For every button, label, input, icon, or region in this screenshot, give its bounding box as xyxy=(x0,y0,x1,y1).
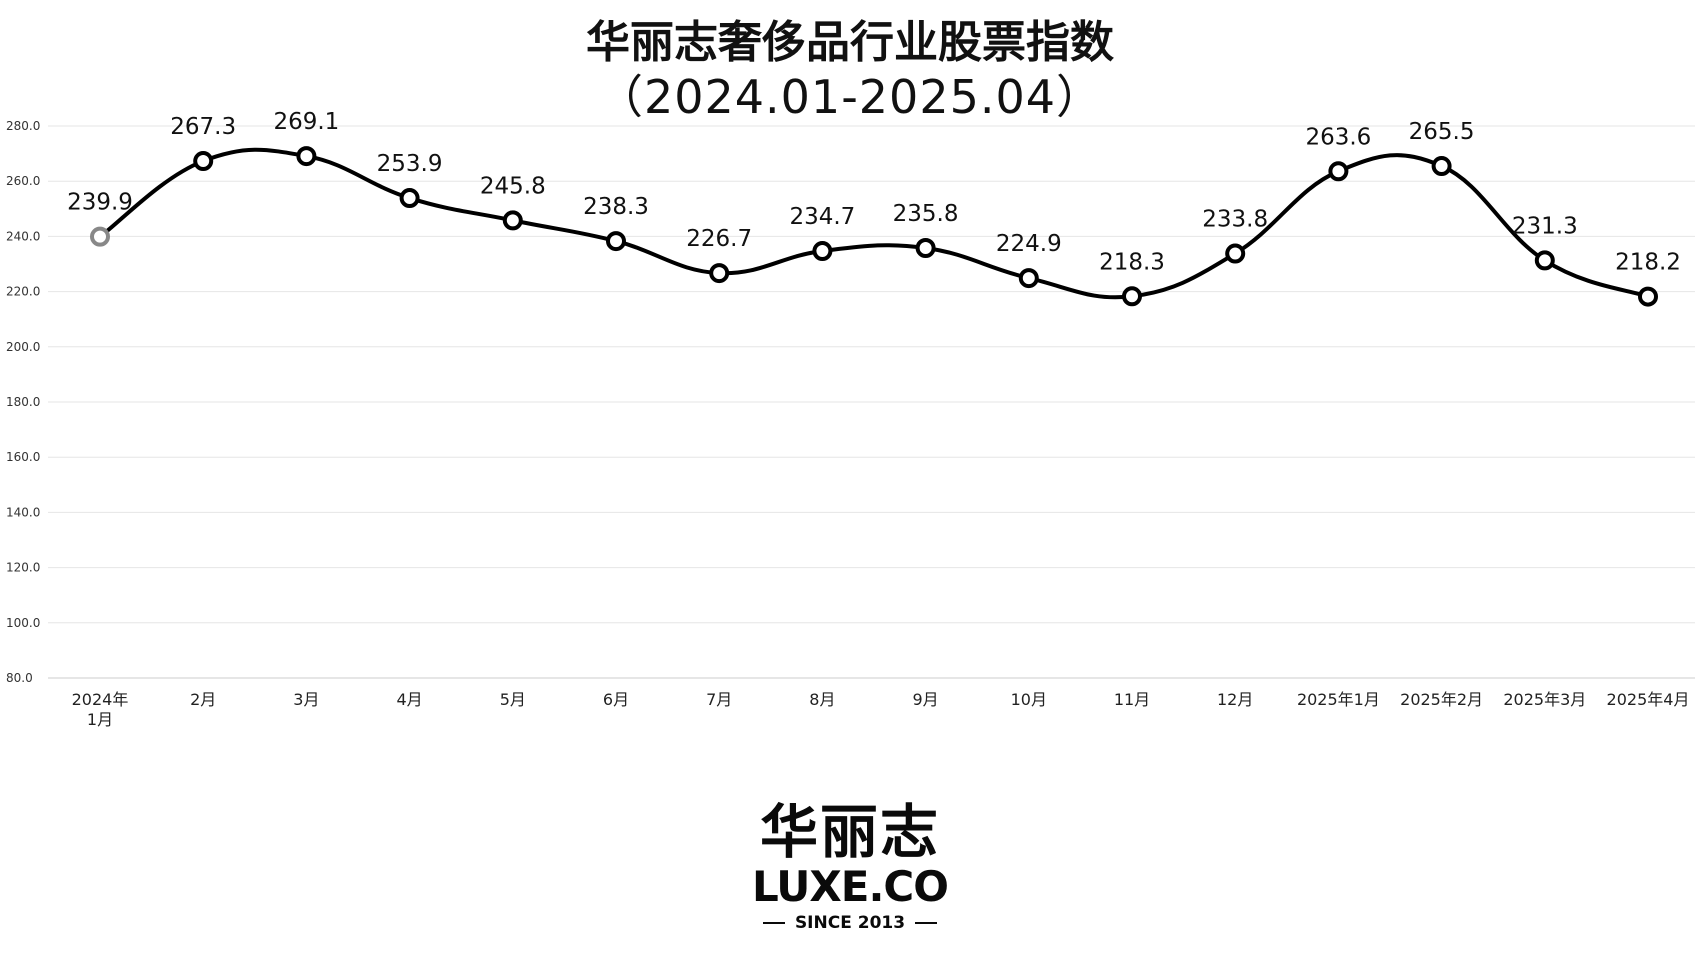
logo-chinese-text: 华丽志 xyxy=(759,798,940,866)
data-label: 226.7 xyxy=(686,226,752,252)
y-tick-label: 80.0 xyxy=(6,671,33,685)
x-tick-label: 7月 xyxy=(706,690,732,709)
grid-lines xyxy=(48,125,1695,679)
data-label: 218.2 xyxy=(1615,250,1681,276)
chart-subtitle: （2024.01-2025.04） xyxy=(596,70,1104,124)
x-tick-label-line: 7月 xyxy=(706,690,732,709)
data-point xyxy=(399,188,420,209)
data-label: 265.5 xyxy=(1409,119,1475,145)
x-tick-label-line: 2025年2月 xyxy=(1400,690,1483,709)
y-tick-label: 160.0 xyxy=(6,450,40,464)
y-tick-label: 260.0 xyxy=(6,174,40,188)
x-tick-label: 2025年2月 xyxy=(1400,690,1483,709)
data-point xyxy=(1431,156,1452,177)
y-axis-ticks: 80.0 100.0 120.0 140.0 160.0 180.0 200.0 220.0 2… xyxy=(6,119,40,685)
data-label: 245.8 xyxy=(480,173,546,199)
x-tick-label-line: 2月 xyxy=(190,690,216,709)
x-tick-label-line: 10月 xyxy=(1011,690,1047,709)
data-point xyxy=(502,210,523,231)
x-tick-label-line: 2025年1月 xyxy=(1297,690,1380,709)
data-label: 218.3 xyxy=(1099,249,1165,275)
x-tick-label: 12月 xyxy=(1217,690,1253,709)
y-tick-label: 120.0 xyxy=(6,561,40,575)
x-tick-label-line: 12月 xyxy=(1217,690,1253,709)
x-tick-label: 8月 xyxy=(809,690,835,709)
y-tick-label: 280.0 xyxy=(6,119,40,133)
logo-english-text: LUXE.CO xyxy=(752,862,949,911)
x-tick-label-line: 2025年4月 xyxy=(1607,690,1690,709)
x-tick-label-line: 4月 xyxy=(397,690,423,709)
data-point xyxy=(812,241,833,262)
x-tick-label-line: 1月 xyxy=(87,710,113,729)
y-tick-label: 140.0 xyxy=(6,505,40,519)
data-point xyxy=(606,231,626,252)
chart-title: 华丽志奢侈品行业股票指数 xyxy=(586,17,1114,68)
data-point xyxy=(1122,286,1142,307)
data-label: 231.3 xyxy=(1512,213,1578,239)
data-label: 224.9 xyxy=(996,231,1062,257)
x-tick-label: 2025年1月 xyxy=(1297,690,1380,709)
data-point xyxy=(915,237,936,258)
data-labels: 239.9 267.3 269.1 253.9 245.8 238.3 226.7 234.7… xyxy=(67,109,1681,275)
logo-dash-right xyxy=(915,922,938,924)
x-tick-label: 5月 xyxy=(500,690,526,709)
x-tick-label: 11月 xyxy=(1114,690,1150,709)
y-tick-label: 100.0 xyxy=(6,616,40,630)
x-tick-label-line: 8月 xyxy=(809,690,835,709)
x-tick-label-line: 2024年 xyxy=(72,690,129,709)
logo-since-text: SINCE 2013 xyxy=(794,913,906,933)
data-label: 253.9 xyxy=(377,151,443,177)
x-tick-label-line: 2025年3月 xyxy=(1503,690,1586,709)
logo-since-row: SINCE 2013 xyxy=(725,910,975,936)
x-tick-label-line: 5月 xyxy=(500,690,526,709)
data-label: 239.9 xyxy=(67,190,133,216)
x-tick-label: 4月 xyxy=(397,690,423,709)
data-point xyxy=(90,226,110,247)
data-point xyxy=(709,263,730,284)
x-tick-label: 2025年4月 xyxy=(1607,690,1690,709)
data-label: 234.7 xyxy=(789,204,855,230)
x-tick-label: 2024年 1月 xyxy=(72,690,129,729)
logo-dash-left xyxy=(762,922,785,924)
data-label: 235.8 xyxy=(893,201,959,227)
data-point xyxy=(296,146,317,167)
data-point xyxy=(1018,268,1039,289)
data-point xyxy=(193,151,214,172)
x-tick-label-line: 9月 xyxy=(913,690,939,709)
line-chart: 80.0 100.0 120.0 140.0 160.0 180.0 200.0 220.0 2… xyxy=(6,109,1695,729)
data-point xyxy=(1225,243,1246,264)
y-tick-label: 240.0 xyxy=(6,229,40,243)
y-tick-label: 220.0 xyxy=(6,285,40,299)
x-tick-label: 3月 xyxy=(293,690,319,709)
x-tick-label: 6月 xyxy=(603,690,629,709)
data-label: 267.3 xyxy=(170,114,236,140)
x-tick-label-line: 3月 xyxy=(293,690,319,709)
x-tick-label-line: 6月 xyxy=(603,690,629,709)
data-label: 233.8 xyxy=(1202,207,1268,233)
data-point xyxy=(1638,286,1658,307)
data-label: 238.3 xyxy=(583,194,649,220)
x-tick-label: 2025年3月 xyxy=(1503,690,1586,709)
data-point xyxy=(1328,161,1349,182)
y-tick-label: 180.0 xyxy=(6,395,40,409)
data-label: 269.1 xyxy=(273,109,339,135)
x-tick-label: 10月 xyxy=(1011,690,1047,709)
x-tick-label-line: 11月 xyxy=(1114,690,1150,709)
x-tick-label: 2月 xyxy=(190,690,216,709)
series-line xyxy=(98,147,1650,300)
y-tick-label: 200.0 xyxy=(6,340,40,354)
data-label: 263.6 xyxy=(1305,124,1371,150)
brand-logo: 华丽志 LUXE.CO SINCE 2013 xyxy=(725,800,975,936)
data-markers xyxy=(90,146,1658,307)
x-tick-label: 9月 xyxy=(913,690,939,709)
x-axis-ticks: 2024年 1月 2月 3月 4月 5月 6月 7月 8月 9月 10月 11月 12月 2025年1月 2… xyxy=(72,690,1690,729)
data-point xyxy=(1534,250,1555,271)
